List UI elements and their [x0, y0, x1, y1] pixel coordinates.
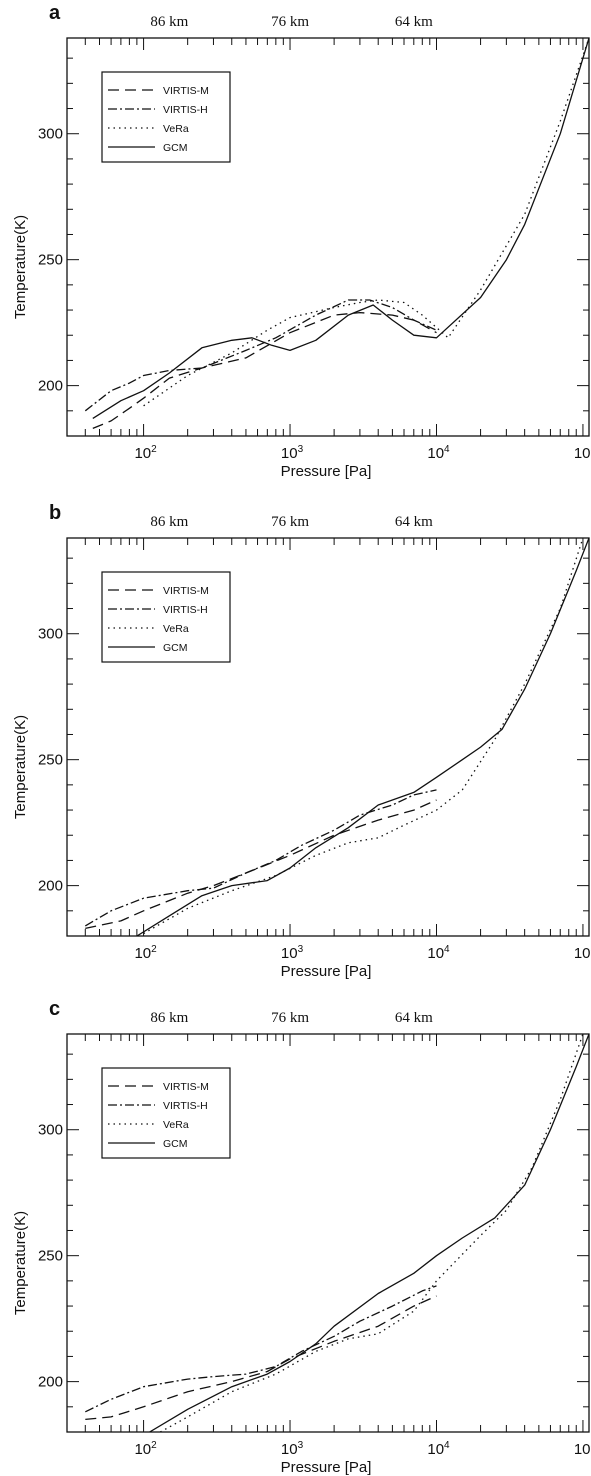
altitude-label: 86 km: [150, 1010, 188, 1026]
legend-label: VIRTIS-M: [163, 1081, 209, 1093]
x-tick-label: 103: [281, 944, 304, 962]
panel-label: b: [49, 502, 61, 524]
y-tick-label: 200: [38, 378, 63, 395]
legend-label: VIRTIS-H: [163, 1100, 208, 1112]
legend: VIRTIS-M VIRTIS-H VeRa GCM: [101, 71, 231, 163]
x-tick-label: 104: [427, 444, 450, 462]
legend: VIRTIS-M VIRTIS-H VeRa GCM: [101, 1067, 231, 1159]
y-axis-label: Temperature(K): [12, 1211, 29, 1315]
chart-panel-a: a 86 km 76 km 64 km 102 103 104 105 200 250 300 Pre…: [12, 2, 591, 480]
plot-frame: [66, 1033, 590, 1433]
x-tick-label: 105: [574, 1440, 591, 1458]
altitude-label: 64 km: [395, 1010, 433, 1026]
plot-frame: [66, 537, 590, 937]
y-tick-label: 250: [38, 752, 63, 769]
legend-label: VIRTIS-M: [163, 585, 209, 597]
series-group: [84, 538, 589, 936]
x-tick-label: 105: [574, 944, 591, 962]
altitude-label: 64 km: [395, 514, 433, 530]
chart-panel-c: c 86 km 76 km 64 km 102 103 104 105 200 250 300 Pre…: [12, 998, 591, 1476]
legend-label: GCM: [163, 642, 188, 654]
legend: VIRTIS-M VIRTIS-H VeRa GCM: [101, 571, 231, 663]
legend-label: VeRa: [163, 1119, 189, 1131]
x-tick-label: 103: [281, 444, 304, 462]
series-virtis-h-line: [84, 299, 437, 412]
y-axis-label: Temperature(K): [12, 215, 29, 319]
y-tick-label: 300: [38, 626, 63, 643]
altitude-label: 76 km: [271, 514, 309, 530]
y-tick-label: 200: [38, 1374, 63, 1391]
panel-label: a: [49, 2, 61, 24]
chart-panel-b: b 86 km 76 km 64 km 102 103 104 105 200 250 300 Pre…: [12, 502, 591, 980]
series-virtis-h-line: [85, 1285, 437, 1413]
altitude-label: 64 km: [395, 14, 433, 30]
x-tick-label: 105: [574, 444, 591, 462]
y-tick-label: 250: [38, 1248, 63, 1265]
series-gcm-line: [92, 38, 589, 419]
series-virtis-m-line: [85, 799, 437, 930]
y-tick-label: 250: [38, 252, 63, 269]
series-virtis-m-line: [85, 1295, 437, 1421]
legend-label: VIRTIS-M: [163, 85, 209, 97]
x-tick-label: 104: [427, 944, 450, 962]
altitude-label: 76 km: [271, 14, 309, 30]
altitude-label: 86 km: [150, 14, 188, 30]
y-tick-label: 300: [38, 1122, 63, 1139]
altitude-label: 86 km: [150, 514, 188, 530]
series-group: [85, 1034, 589, 1432]
y-tick-label: 200: [38, 878, 63, 895]
x-tick-label: 103: [281, 1440, 304, 1458]
x-axis-label: Pressure [Pa]: [281, 463, 372, 480]
legend-label: GCM: [163, 1138, 188, 1150]
panel-label: c: [49, 998, 60, 1020]
series-gcm-line: [149, 1034, 589, 1432]
x-tick-label: 102: [134, 1440, 157, 1458]
legend-label: VeRa: [163, 623, 189, 635]
series-group: [84, 38, 589, 430]
x-tick-label: 104: [427, 1440, 450, 1458]
legend-label: GCM: [163, 142, 188, 154]
y-axis-label: Temperature(K): [12, 715, 29, 819]
legend-label: VIRTIS-H: [163, 104, 208, 116]
legend-label: VeRa: [163, 123, 189, 135]
plot-frame: [66, 37, 590, 437]
series-virtis-h-line: [84, 789, 437, 927]
x-axis-label: Pressure [Pa]: [281, 963, 372, 980]
x-tick-label: 102: [134, 944, 157, 962]
x-axis-label: Pressure [Pa]: [281, 1459, 372, 1476]
x-tick-label: 102: [134, 444, 157, 462]
series-virtis-m-line: [92, 311, 437, 430]
altitude-label: 76 km: [271, 1010, 309, 1026]
series-gcm-line: [136, 538, 589, 936]
y-tick-label: 300: [38, 126, 63, 143]
legend-label: VIRTIS-H: [163, 604, 208, 616]
